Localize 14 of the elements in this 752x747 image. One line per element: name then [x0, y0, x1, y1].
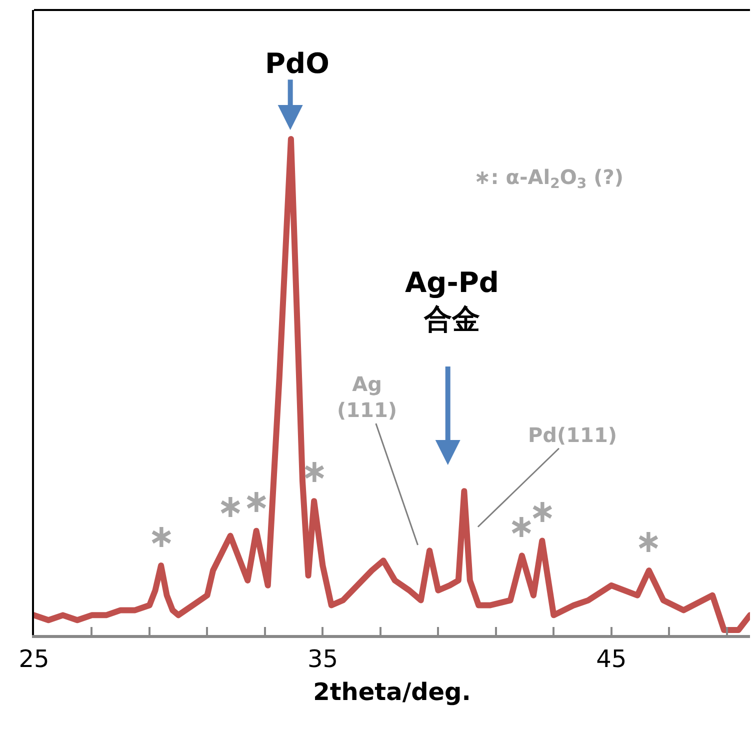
annotation: ∗ — [301, 452, 328, 490]
annotation: ∗ — [148, 517, 175, 555]
annotation: Ag-Pd 合金 — [405, 266, 499, 336]
text: PdO — [265, 47, 330, 80]
x-tick-label: 35 — [307, 644, 338, 673]
annotation: ∗ — [243, 482, 270, 520]
annotation: Ag (111) — [337, 372, 398, 422]
annotation: ∗ — [635, 522, 662, 560]
x-axis-title: 2theta/deg. — [313, 678, 471, 706]
x-tick-label: 45 — [596, 644, 627, 673]
annotation: ∗: α-Al$_{2}$O$_{3}$ (?) — [474, 165, 624, 192]
annotation: Pd(111) — [528, 423, 618, 447]
x-tick-label: 25 — [18, 644, 50, 673]
annotation: ∗ — [217, 487, 244, 525]
